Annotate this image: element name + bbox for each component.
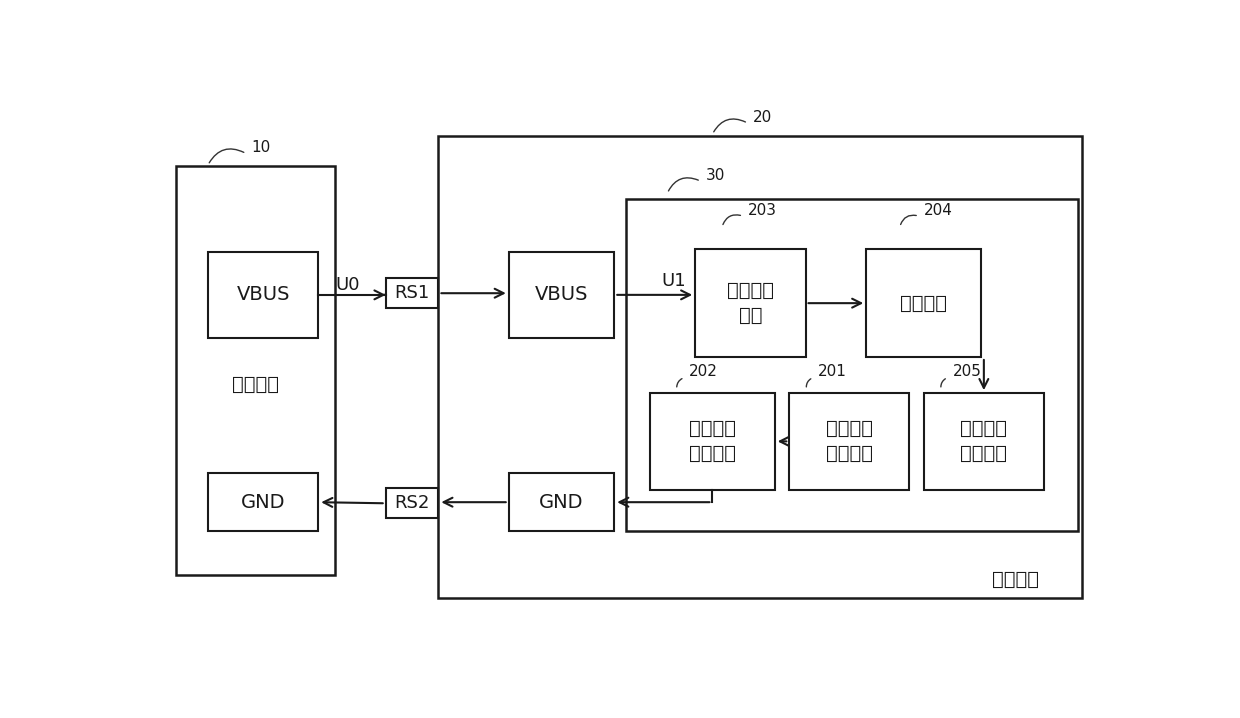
Text: 203: 203 [748,202,777,218]
Bar [386,488,439,518]
Text: RS2: RS2 [394,494,430,512]
Text: 201: 201 [818,364,847,379]
Text: 移动终端: 移动终端 [992,570,1039,589]
Text: 10: 10 [250,140,270,155]
Bar [208,473,319,531]
Text: 恒流电子
负载模块: 恒流电子 负载模块 [689,419,735,463]
Bar [866,249,982,357]
Bar [626,200,1078,531]
Text: 30: 30 [706,168,725,183]
Text: 204: 204 [924,202,952,218]
Text: U0: U0 [335,276,360,294]
Text: VBUS: VBUS [534,285,588,304]
Text: 第二充电
控制模块: 第二充电 控制模块 [960,419,1007,463]
Bar [924,393,1044,490]
Text: 充电设备: 充电设备 [232,376,279,394]
Text: 模数变换
模块: 模数变换 模块 [727,281,774,325]
Bar [696,249,806,357]
Text: GND: GND [241,493,285,512]
Text: 计算模块: 计算模块 [900,294,947,312]
Text: RS1: RS1 [394,284,430,302]
Text: 20: 20 [753,110,773,125]
Text: VBUS: VBUS [237,285,290,304]
Text: 第一充电
控制模块: 第一充电 控制模块 [826,419,873,463]
Text: U1: U1 [662,272,686,290]
Bar [508,252,614,337]
Bar [650,393,775,490]
Bar [386,278,439,309]
Bar [789,393,909,490]
Text: GND: GND [539,493,584,512]
Bar [439,136,1083,597]
Bar [176,167,335,575]
Text: 202: 202 [689,364,718,379]
Bar [508,473,614,531]
Bar [208,252,319,337]
Text: 205: 205 [952,364,982,379]
